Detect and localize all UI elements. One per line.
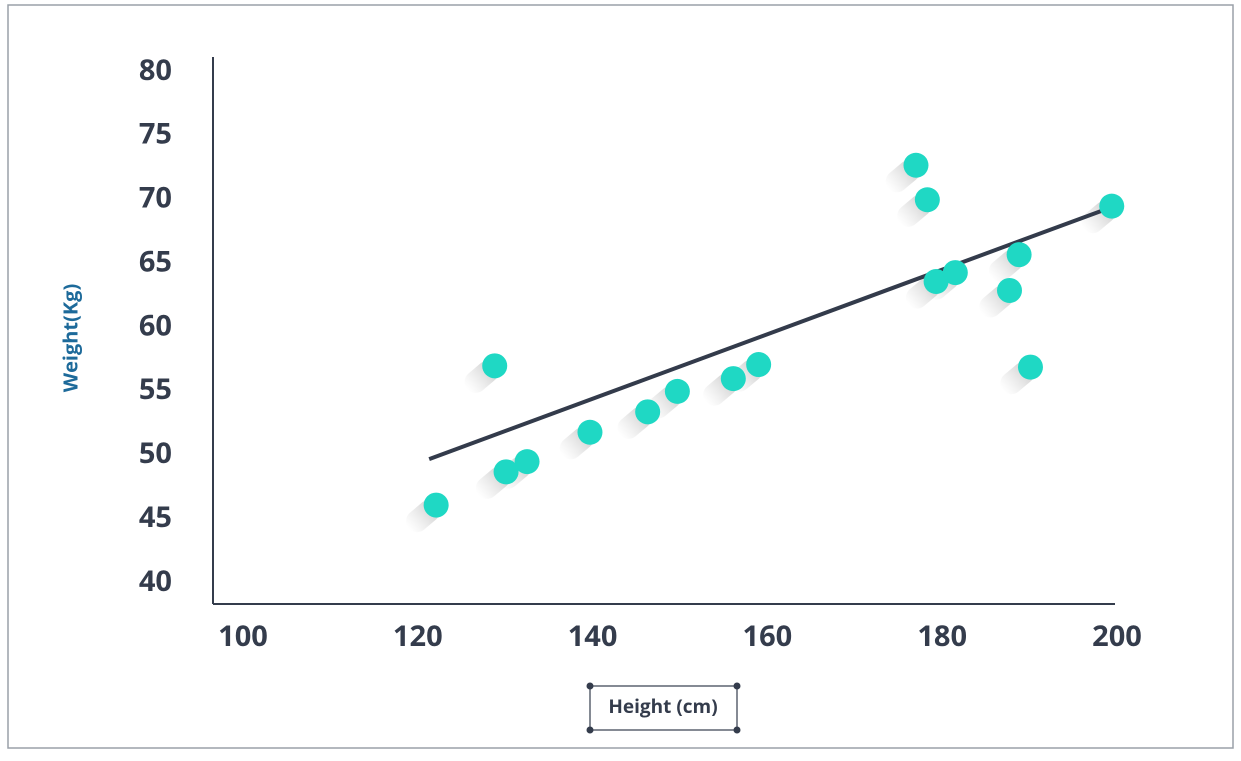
y-axis-label: Weight(Kg) xyxy=(56,284,83,393)
point xyxy=(514,449,540,475)
x-tick-label: 160 xyxy=(743,616,793,655)
y-tick-label: 45 xyxy=(139,497,172,536)
x-tick-label: 180 xyxy=(917,616,967,655)
point xyxy=(914,187,940,213)
point xyxy=(996,277,1022,303)
frame xyxy=(7,4,1234,749)
point xyxy=(1099,193,1125,219)
x-label-box xyxy=(586,682,741,734)
point xyxy=(1017,354,1043,380)
point xyxy=(635,399,661,425)
x-tick-label: 140 xyxy=(568,616,618,655)
y-tick-label: 80 xyxy=(139,50,172,89)
y-tick-label: 75 xyxy=(139,114,172,153)
y-tick-label: 55 xyxy=(139,369,172,408)
point xyxy=(493,459,519,485)
x-tick-label: 100 xyxy=(218,616,268,655)
x-axis-label: Height (cm) xyxy=(608,693,717,719)
point xyxy=(1006,242,1032,268)
y-tick-label: 60 xyxy=(139,305,172,344)
point xyxy=(482,353,508,379)
y-tick-label: 50 xyxy=(139,433,172,472)
point xyxy=(923,269,949,295)
y-tick-label: 65 xyxy=(139,241,172,280)
point xyxy=(423,492,449,518)
y-tick-label: 40 xyxy=(139,561,172,600)
point xyxy=(577,419,603,445)
point xyxy=(664,378,690,404)
point xyxy=(720,366,746,392)
point xyxy=(903,152,929,178)
x-tick-label: 120 xyxy=(393,616,443,655)
point xyxy=(746,352,772,378)
x-tick-label: 200 xyxy=(1092,616,1142,655)
trend-line xyxy=(428,208,1105,461)
point xyxy=(942,260,968,286)
y-tick-label: 70 xyxy=(139,178,172,217)
